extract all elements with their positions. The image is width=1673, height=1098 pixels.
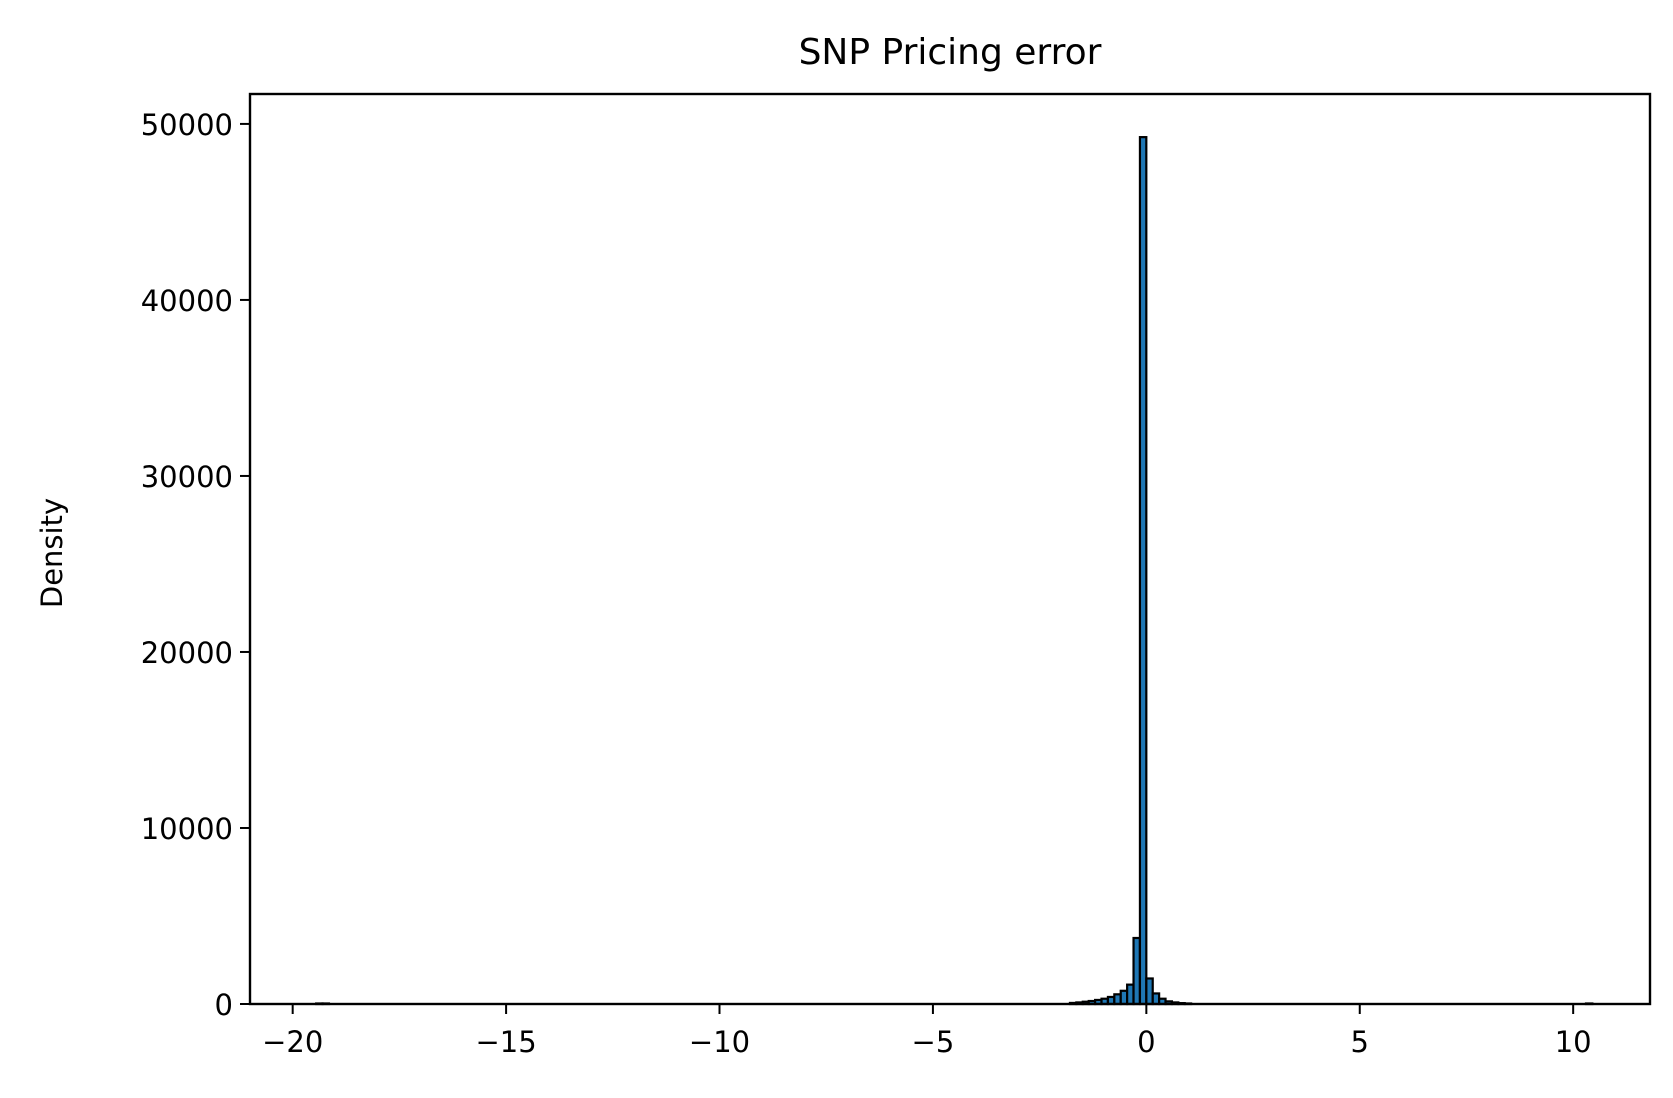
x-tick-label: −15 [475, 1025, 536, 1059]
x-tick-label: −10 [689, 1025, 750, 1059]
x-tick-label: 5 [1351, 1025, 1369, 1059]
y-tick-label: 40000 [141, 284, 233, 318]
histogram-bars [315, 136, 1594, 1006]
y-tick-label: 30000 [141, 460, 233, 494]
x-tick-label: 0 [1137, 1025, 1155, 1059]
y-tick-label: 50000 [141, 108, 233, 142]
histogram-bar [1138, 136, 1148, 1006]
y-tick-label: 10000 [141, 812, 233, 846]
x-tick-label: −5 [912, 1025, 955, 1059]
x-tick-label: 10 [1555, 1025, 1592, 1059]
y-axis-label: Density [35, 498, 69, 608]
y-axis-ticks: 0 10000 20000 30000 40000 50000 [141, 108, 250, 1022]
chart-title: SNP Pricing error [799, 32, 1102, 73]
plot-frame [248, 92, 1652, 1006]
y-tick-label: 0 [215, 988, 233, 1022]
x-axis-ticks: −20 −15 −10 −5 0 5 10 [262, 1004, 1592, 1059]
x-tick-label: −20 [262, 1025, 323, 1059]
y-tick-label: 20000 [141, 636, 233, 670]
